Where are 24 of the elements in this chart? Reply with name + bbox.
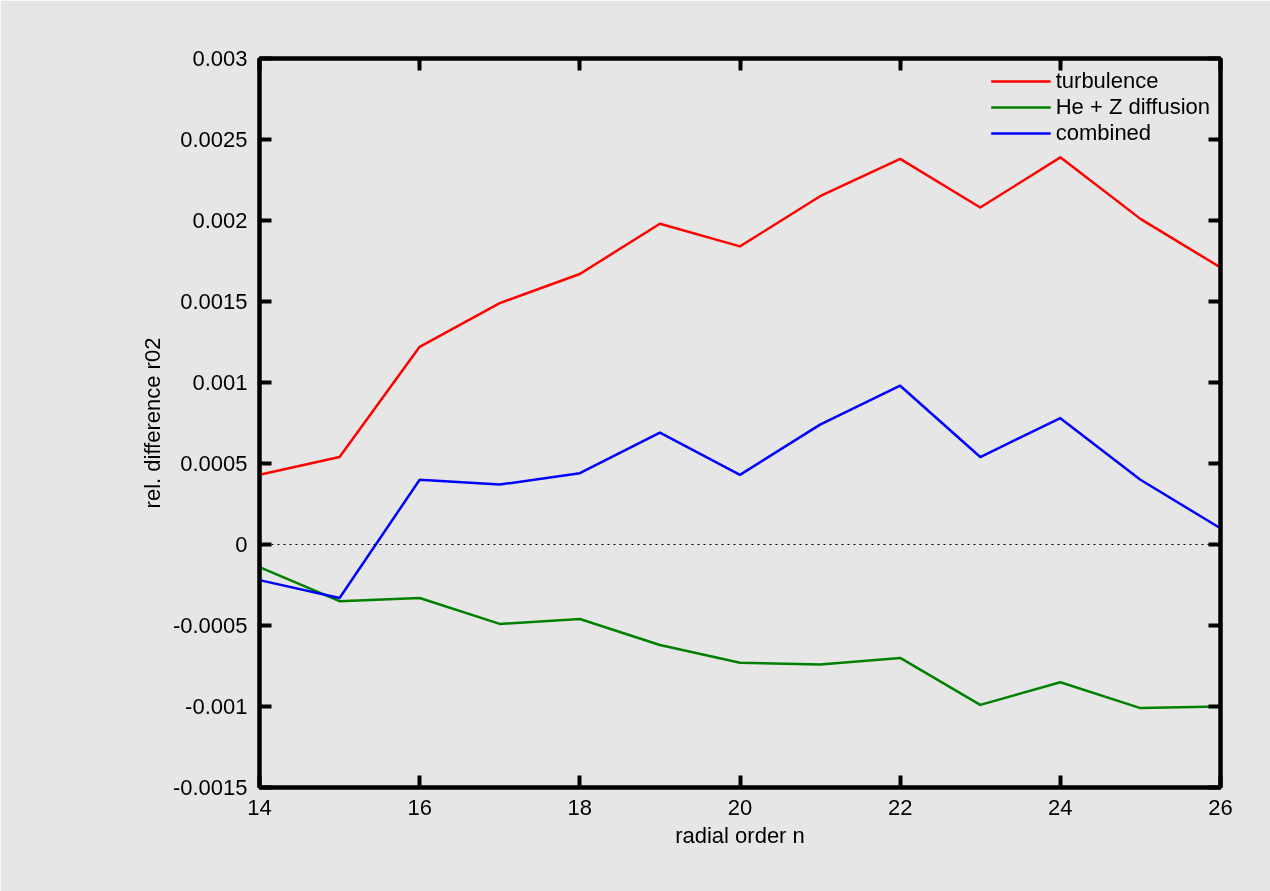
- legend-label: turbulence: [1055, 68, 1159, 94]
- y-tick-label: 0.002: [192, 208, 248, 233]
- y-tick-label: -0.001: [185, 694, 248, 719]
- y-tick-label: 0.003: [192, 46, 248, 71]
- x-tick-label: 14: [247, 794, 272, 820]
- y-tick-label: 0.0025: [180, 127, 248, 152]
- y-axis-title: rel. difference r02: [139, 337, 165, 509]
- legend-label: combined: [1055, 120, 1152, 146]
- x-tick-label: 24: [1048, 794, 1073, 820]
- x-tick-label: 26: [1208, 794, 1233, 820]
- y-tick-label: 0.001: [192, 370, 248, 395]
- y-tick-label: 0: [235, 532, 248, 557]
- x-tick-label: 20: [727, 794, 753, 820]
- line-series: [259, 156, 1221, 477]
- y-tick-label: -0.0015: [172, 775, 248, 800]
- x-tick-label: 18: [567, 794, 593, 820]
- line-series: [259, 384, 1221, 600]
- y-tick-label: -0.0005: [172, 613, 248, 638]
- y-tick-label: 0.0015: [180, 289, 248, 314]
- legend-label: He + Z diffusion: [1055, 94, 1210, 120]
- x-tick-label: 16: [407, 794, 432, 820]
- x-axis-title: radial order n: [675, 822, 805, 848]
- x-tick-label: 22: [887, 794, 913, 820]
- y-tick-label: 0.0005: [180, 451, 248, 476]
